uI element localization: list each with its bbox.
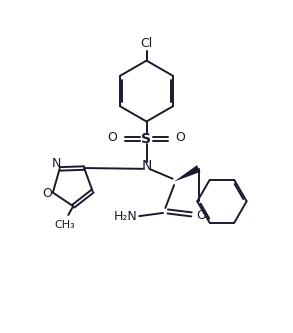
Text: O: O [176,131,185,144]
Text: O: O [108,131,117,144]
Text: O: O [43,187,52,200]
Polygon shape [174,165,200,181]
Text: N: N [52,157,61,170]
Text: H₂N: H₂N [114,210,138,223]
Text: CH₃: CH₃ [54,220,75,230]
Text: Cl: Cl [140,37,153,50]
Text: S: S [142,132,151,146]
Text: O: O [196,209,206,222]
Text: N: N [141,160,152,173]
